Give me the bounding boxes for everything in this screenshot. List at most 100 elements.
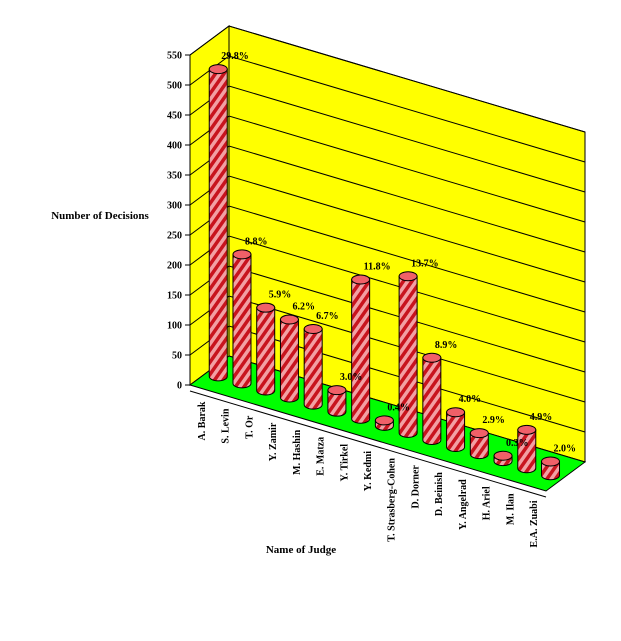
bar-top [493, 450, 513, 461]
bar-body [208, 68, 228, 382]
category-label: Y. Kedmi [363, 451, 374, 491]
bar-top [469, 428, 489, 439]
bar-body [303, 328, 323, 410]
data-label: 13.7% [411, 258, 439, 269]
bar-top [351, 274, 371, 285]
data-label: 0.4% [387, 402, 410, 413]
bar-body [469, 432, 489, 460]
data-label: 8.8% [245, 236, 267, 247]
bar-body [232, 253, 252, 389]
gridline [189, 205, 586, 313]
x-axis-title: Name of Judge [266, 544, 336, 556]
gridline [189, 265, 586, 373]
data-label: 4.9% [530, 412, 553, 423]
bar-body [279, 319, 299, 403]
y-axis-title: Number of Decisions [51, 210, 149, 222]
bar-top [279, 314, 299, 325]
category-label: T. Or [244, 415, 255, 439]
data-label: 8.9% [435, 340, 458, 351]
bar [422, 352, 442, 445]
y-tick-label: 550 [167, 51, 182, 62]
data-label: 4.0% [459, 394, 482, 405]
category-label: A. Barak [197, 401, 208, 440]
bar-top [303, 324, 323, 335]
bar-body [256, 307, 276, 396]
bar-top [208, 64, 228, 75]
category-label: Y. Zamir [268, 422, 279, 461]
category-label: S. Levin [221, 408, 232, 443]
gridline [189, 235, 586, 343]
bar-top [327, 385, 347, 396]
data-label: 29.8% [221, 51, 249, 62]
bar [303, 324, 323, 410]
category-label: D. Beinish [434, 472, 445, 516]
gridline [189, 175, 586, 283]
category-label: D. Dorner [410, 465, 421, 509]
bar-top [232, 249, 252, 260]
bar [517, 424, 537, 474]
category-label: T. Strasberg-Cohen [387, 458, 398, 542]
bar-body [446, 411, 466, 453]
bar [398, 271, 418, 438]
bar [351, 274, 371, 424]
data-label: 11.8% [364, 262, 391, 273]
bar-top [256, 302, 276, 313]
bar [232, 249, 252, 389]
bar [327, 385, 347, 417]
gridline [189, 55, 586, 163]
data-label: 2.9% [482, 415, 505, 426]
gridline [189, 115, 586, 223]
y-tick-label: 250 [167, 231, 182, 242]
category-label: M. Ilan [505, 493, 516, 525]
y-tick-label: 500 [167, 81, 182, 92]
bar-top [517, 424, 537, 435]
y-tick-label: 450 [167, 111, 182, 122]
bar-body [351, 279, 371, 424]
data-label: 3.0% [340, 372, 363, 383]
data-label: 6.7% [316, 311, 339, 322]
data-label: 6.2% [292, 302, 315, 313]
category-label: E.A. Zuabi [529, 500, 540, 547]
bar-top [374, 415, 394, 426]
y-tick-label: 150 [167, 291, 182, 302]
gridline [189, 25, 586, 133]
category-label: M. Hashin [292, 429, 303, 474]
bar-top [398, 271, 418, 282]
data-label: 2.0% [554, 443, 577, 454]
y-tick-label: 50 [172, 351, 182, 362]
category-label: H. Ariel [482, 486, 493, 520]
bar [374, 415, 394, 431]
y-tick-label: 400 [167, 141, 182, 152]
gridline [189, 325, 586, 433]
x-axis-line [189, 390, 547, 498]
bar [256, 302, 276, 396]
bar-top [446, 407, 466, 418]
bar-body [517, 429, 537, 474]
category-label: E. Matza [316, 437, 327, 476]
y-tick-label: 350 [167, 171, 182, 182]
category-label: Y. Tirkel [339, 444, 350, 482]
y-tick-label: 300 [167, 201, 182, 212]
bar [541, 456, 561, 481]
bar-top [422, 352, 442, 363]
y-tick-label: 200 [167, 261, 182, 272]
bar [208, 64, 228, 382]
bar-body [327, 389, 347, 417]
category-label: Y. Angelrad [458, 479, 469, 530]
y-tick-label: 100 [167, 321, 182, 332]
bar-body [541, 460, 561, 481]
bar [279, 314, 299, 403]
data-label: 0.3% [506, 438, 528, 449]
data-label: 5.9% [269, 290, 292, 301]
gridline [189, 295, 586, 403]
bar [469, 428, 489, 460]
bar-body [422, 357, 442, 445]
y-tick-label: 0 [177, 381, 182, 392]
bar-body [398, 275, 418, 438]
gridline [189, 145, 586, 253]
bar-top [541, 456, 561, 467]
bar [493, 450, 513, 467]
gridline [189, 85, 586, 193]
